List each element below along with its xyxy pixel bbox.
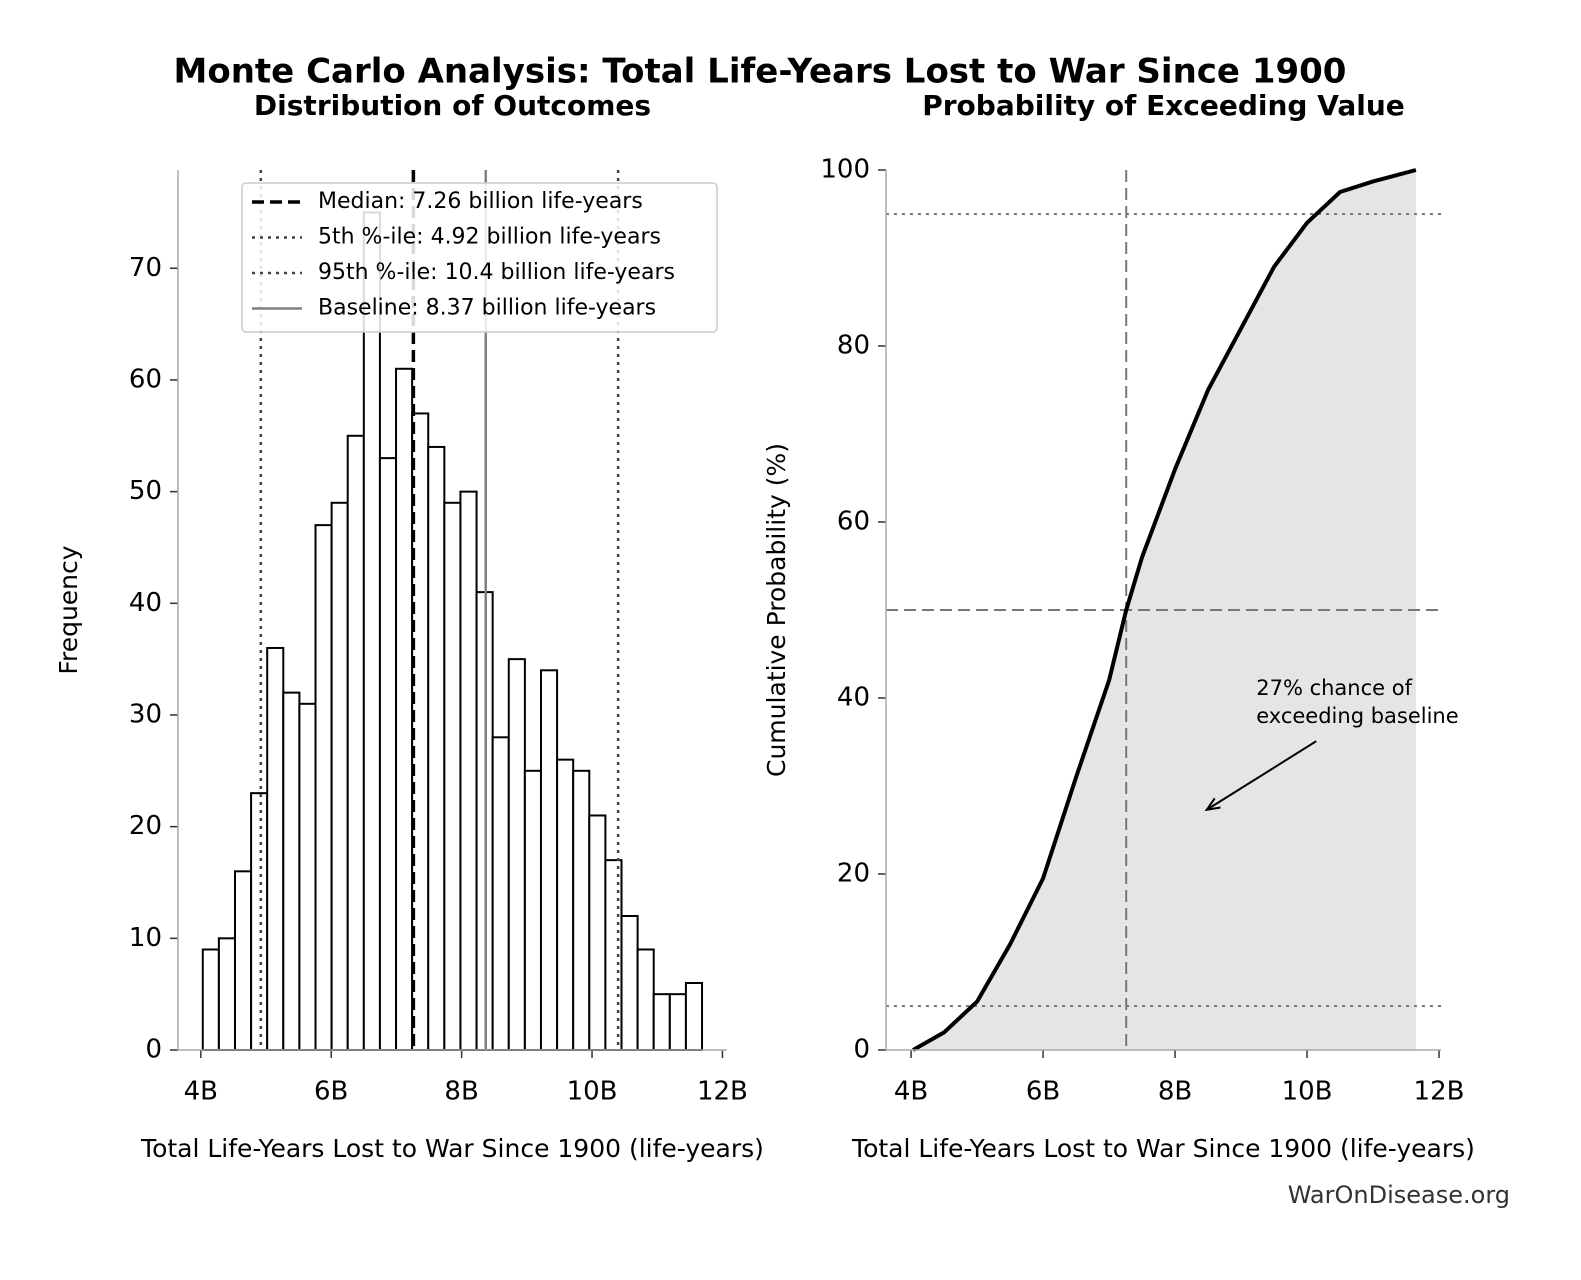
histogram-bar bbox=[668, 993, 687, 1051]
histogram-bar bbox=[362, 211, 381, 1052]
y-tick-label: 40 bbox=[837, 683, 870, 713]
histogram-bar bbox=[282, 691, 301, 1051]
x-tick-label: 4B bbox=[184, 1077, 218, 1107]
histogram-bar bbox=[459, 490, 478, 1051]
histogram-bar bbox=[250, 792, 269, 1051]
y-axis-label: Cumulative Probability (%) bbox=[762, 443, 791, 777]
histogram-bar bbox=[314, 524, 333, 1051]
y-tick-label: 80 bbox=[837, 331, 870, 361]
histogram-bar bbox=[330, 501, 349, 1051]
y-axis-label: Frequency bbox=[54, 545, 83, 674]
y-tick-label: 20 bbox=[129, 811, 162, 841]
x-tick-label: 4B bbox=[894, 1077, 928, 1107]
histogram-bar bbox=[588, 814, 607, 1051]
legend-label: Median: 7.26 billion life-years bbox=[318, 189, 643, 214]
x-tick-label: 8B bbox=[444, 1077, 478, 1107]
histogram-bar bbox=[523, 769, 542, 1051]
x-tick-label: 10B bbox=[1282, 1077, 1333, 1107]
annotation-arrowhead bbox=[1204, 797, 1221, 812]
histogram-bar bbox=[507, 658, 526, 1052]
legend-label: Baseline: 8.37 billion life-years bbox=[318, 296, 656, 321]
y-tick-label: 10 bbox=[129, 923, 162, 953]
histogram-bar bbox=[395, 367, 414, 1051]
histogram-bar bbox=[556, 758, 575, 1051]
panel-title: Probability of Exceeding Value bbox=[922, 89, 1405, 122]
histogram-bar bbox=[652, 993, 671, 1051]
histogram-bar bbox=[217, 937, 236, 1052]
y-tick-label: 50 bbox=[129, 476, 162, 506]
histogram-bar bbox=[298, 702, 317, 1052]
histogram-bar bbox=[233, 870, 253, 1052]
histogram-bar bbox=[346, 434, 365, 1051]
histogram-bar bbox=[378, 457, 398, 1051]
y-tick-label: 100 bbox=[820, 155, 870, 185]
histogram-bar bbox=[684, 981, 704, 1052]
x-tick-label: 8B bbox=[1158, 1077, 1192, 1107]
annotation-text: exceeding baseline bbox=[1256, 704, 1458, 728]
histogram-bar bbox=[201, 948, 220, 1051]
x-axis-label: Total Life-Years Lost to War Since 1900 … bbox=[140, 1134, 764, 1163]
x-tick-label: 10B bbox=[567, 1077, 618, 1107]
legend-box bbox=[241, 182, 718, 333]
legend-label: 95th %-ile: 10.4 billion life-years bbox=[318, 260, 675, 285]
x-tick-label: 6B bbox=[314, 1077, 348, 1107]
histogram-bar bbox=[620, 914, 639, 1052]
figure-title: Monte Carlo Analysis: Total Life-Years L… bbox=[174, 52, 1347, 92]
y-tick-label: 60 bbox=[129, 364, 162, 394]
y-tick-label: 40 bbox=[129, 588, 162, 618]
legend-label: 5th %-ile: 4.92 billion life-years bbox=[318, 225, 661, 250]
panel-title: Distribution of Outcomes bbox=[254, 89, 651, 122]
y-tick-label: 70 bbox=[129, 253, 162, 283]
y-tick-label: 0 bbox=[853, 1035, 870, 1065]
x-tick-label: 6B bbox=[1026, 1077, 1060, 1107]
histogram-bar bbox=[443, 501, 462, 1051]
annotation-text: 27% chance of bbox=[1256, 676, 1412, 700]
histogram-bar bbox=[491, 736, 510, 1051]
x-axis-label: Total Life-Years Lost to War Since 1900 … bbox=[851, 1134, 1475, 1163]
histogram-bar bbox=[427, 445, 446, 1052]
x-tick-label: 12B bbox=[1414, 1077, 1465, 1107]
histogram-bar bbox=[266, 646, 285, 1051]
histogram-bar bbox=[572, 769, 591, 1051]
histogram-bar bbox=[539, 669, 559, 1051]
cdf-line bbox=[912, 168, 1417, 1052]
y-tick-label: 20 bbox=[837, 859, 870, 889]
y-tick-label: 0 bbox=[145, 1035, 162, 1065]
x-tick-label: 12B bbox=[697, 1077, 748, 1107]
annotation-arrow bbox=[1206, 740, 1317, 811]
histogram-bar bbox=[636, 948, 655, 1051]
y-tick-label: 60 bbox=[837, 507, 870, 537]
y-tick-label: 30 bbox=[129, 699, 162, 729]
footer: WarOnDisease.org bbox=[1288, 1181, 1510, 1209]
